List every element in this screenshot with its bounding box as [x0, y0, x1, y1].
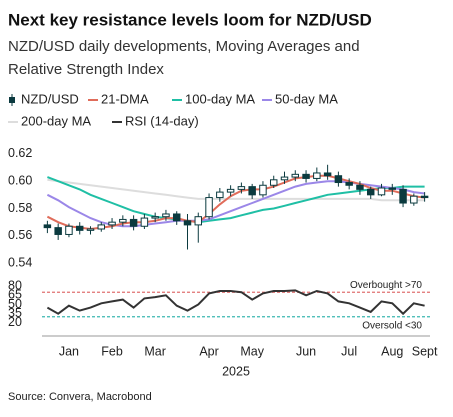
x-tick-label: Jul [341, 344, 357, 358]
candle-body [377, 187, 386, 196]
candle-body [302, 173, 310, 179]
x-tick-label: Sept [412, 344, 438, 358]
candle-body [388, 187, 397, 190]
candle-body [108, 221, 116, 226]
candle-body [356, 184, 364, 190]
x-tick-label: Apr [199, 344, 218, 358]
candle-body [313, 172, 321, 179]
y-tick-label: 0.62 [8, 146, 32, 160]
legend-label: RSI (14-day) [125, 113, 199, 128]
x-tick-label: Jun [296, 344, 316, 358]
candle-body [410, 195, 418, 204]
candle-body [54, 227, 62, 235]
chart-title: Next key resistance levels loom for NZD/… [8, 10, 372, 29]
chart-subtitle: NZD/USD daily developments, Moving Avera… [8, 38, 360, 55]
candle-body [86, 228, 95, 231]
candle-body [119, 218, 127, 223]
candle-body [237, 186, 246, 190]
y-tick-label: 0.56 [8, 228, 32, 242]
series-line [46, 289, 425, 316]
x-tick-label: May [240, 344, 264, 358]
candle-body [345, 182, 353, 186]
candle-body [97, 224, 106, 230]
candle-body [194, 216, 203, 226]
y-tick-label: 0.60 [8, 173, 32, 187]
chart-subtitle: Relative Strength Index [8, 61, 164, 78]
candle-body [172, 213, 181, 222]
candle-body [399, 188, 407, 204]
x-tick-label: Jan [59, 344, 79, 358]
y-tick-label: 20 [8, 315, 22, 329]
candle-body [226, 188, 235, 193]
legend-label: 200-day MA [21, 113, 91, 128]
candle-body [420, 195, 429, 199]
candle-body [259, 184, 267, 196]
series-line [47, 178, 425, 202]
series-line [47, 176, 425, 224]
candle-body [129, 218, 138, 227]
x-tick-label: Feb [101, 344, 123, 358]
legend-label: 50-day MA [275, 91, 338, 106]
x-axis-label: 2025 [222, 364, 250, 378]
candle-body [75, 225, 84, 231]
x-tick-label: Mar [144, 344, 166, 358]
candle-body [248, 186, 256, 196]
candle-body [366, 188, 375, 196]
candle-body [280, 176, 289, 181]
legend-marker [9, 97, 15, 103]
y-tick-label: 0.54 [8, 255, 32, 269]
candle-body [151, 216, 159, 219]
candle-body [65, 225, 73, 235]
candle-body [43, 224, 52, 229]
y-tick-label: 65 [8, 288, 22, 302]
candle-body [323, 172, 332, 177]
legend-label: 21-DMA [101, 91, 149, 106]
candle-body [140, 217, 149, 227]
source: Source: Convera, Macrobond [8, 391, 152, 403]
legend-label: NZD/USD [21, 91, 79, 106]
legend-label: 100-day MA [185, 91, 255, 106]
candle-body [291, 173, 300, 178]
y-tick-label: 0.58 [8, 201, 32, 215]
candle-body [162, 213, 170, 218]
x-tick-label: Aug [381, 344, 403, 358]
candle-body [216, 191, 224, 199]
y-tick-label: 80 [8, 278, 22, 292]
reference-label: Oversold <30 [362, 320, 422, 331]
y-tick-label: 50 [8, 297, 22, 311]
reference-label: Overbought >70 [350, 280, 422, 291]
candle-body [334, 175, 343, 184]
candle-body [183, 220, 192, 226]
series-line [46, 174, 425, 231]
candle-body [269, 179, 278, 186]
y-tick-label: 35 [8, 306, 22, 320]
candle-body [205, 197, 213, 218]
